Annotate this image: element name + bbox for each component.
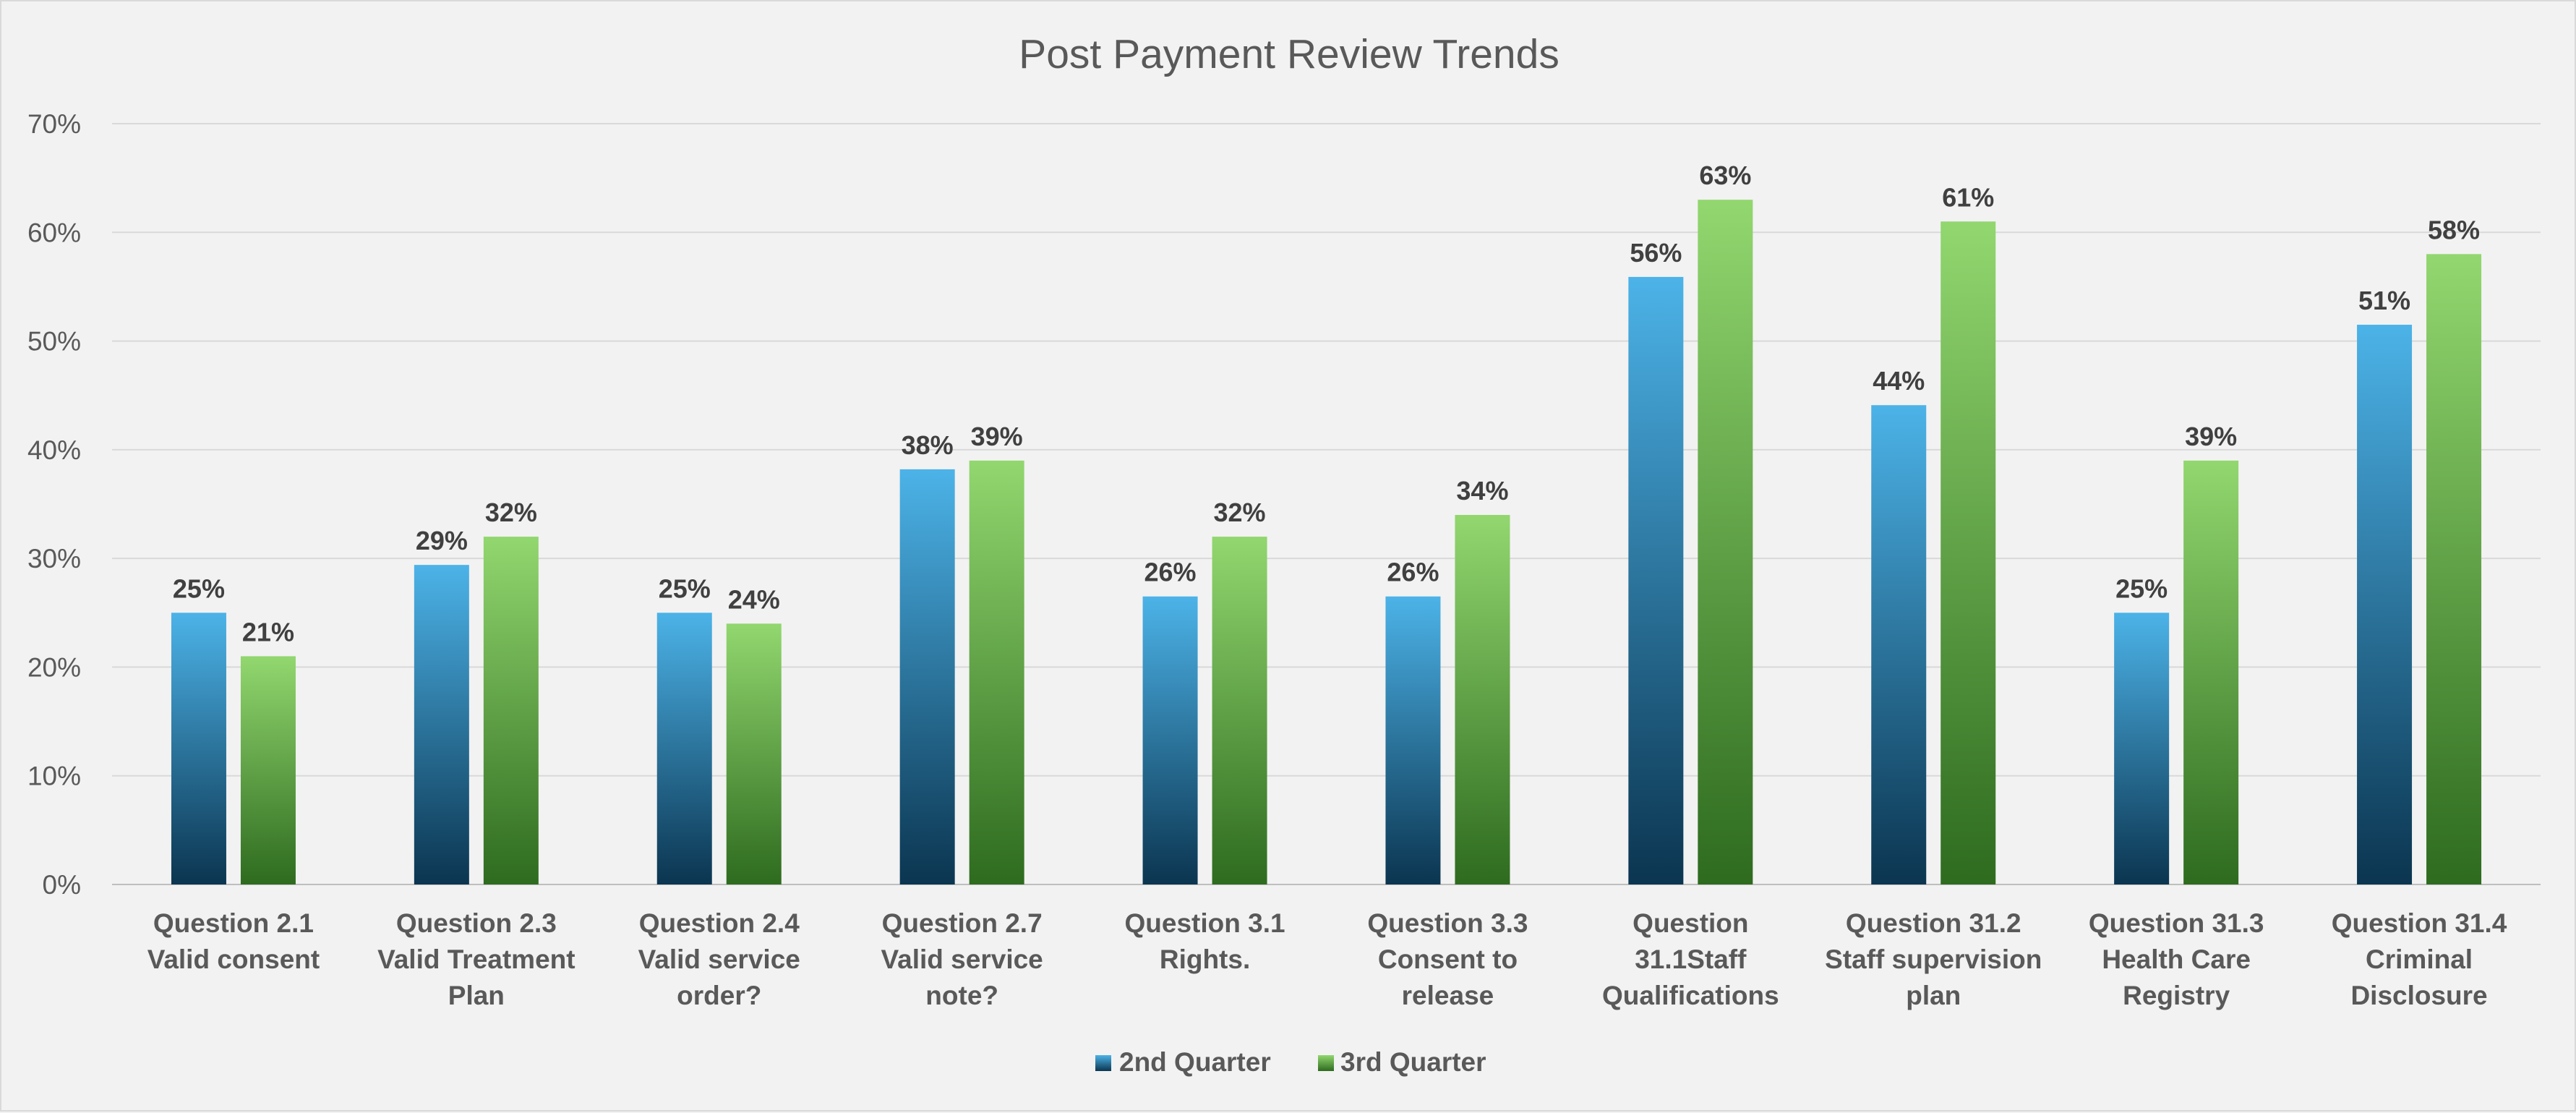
y-tick-label: 10% (27, 762, 81, 791)
bar-q3-8 (1940, 221, 1996, 884)
x-category-label: Question 31.4 Criminal Disclosure (2332, 908, 2507, 1010)
bar-q3-2 (483, 537, 539, 884)
data-label: 24% (728, 584, 780, 614)
x-category-label: Question 31.1Staff Qualifications (1602, 908, 1779, 1010)
bar-q2-5 (1142, 596, 1198, 884)
x-category-label: Question 31.3 Health Care Registry (2089, 908, 2264, 1010)
data-label: 32% (485, 498, 537, 527)
data-label: 38% (902, 430, 954, 460)
data-label: 56% (1630, 238, 1682, 268)
bar-q2-2 (414, 565, 469, 884)
x-axis-categories: Question 2.1 Valid consent Question 2.3 Val… (147, 908, 2507, 1010)
y-tick-label: 40% (27, 435, 81, 465)
bars (171, 200, 2482, 885)
data-label: 39% (971, 422, 1023, 451)
data-label: 21% (242, 617, 294, 647)
data-label: 39% (2185, 422, 2237, 451)
y-tick-label: 50% (27, 327, 81, 357)
data-label: 26% (1144, 558, 1197, 587)
bar-q2-7 (1628, 276, 1684, 885)
x-category-label: Question 2.1 Valid consent (147, 908, 320, 974)
data-label: 51% (2358, 286, 2410, 315)
data-label: 44% (1873, 366, 1925, 396)
y-tick-label: 0% (43, 870, 81, 900)
data-label: 34% (1456, 476, 1508, 506)
legend-label: 2nd Quarter (1119, 1047, 1271, 1077)
bar-q2-8 (1871, 405, 1927, 884)
legend-label: 3rd Quarter (1340, 1047, 1486, 1077)
y-tick-label: 30% (27, 544, 81, 573)
x-category-label: Question 2.4 Valid service order? (638, 908, 800, 1010)
chart-title: Post Payment Review Trends (1019, 31, 1559, 77)
data-label: 32% (1214, 498, 1266, 527)
x-category-label: Question 2.7 Valid service note? (881, 908, 1043, 1010)
bar-q2-6 (1385, 596, 1441, 884)
data-label: 25% (2115, 573, 2168, 603)
bar-q3-10 (2426, 254, 2482, 884)
x-category-label: Question 3.3 Consent to release (1367, 908, 1528, 1010)
data-label: 61% (1942, 182, 1994, 212)
data-labels: 25% 21% 29% 32% 25% 24% 38% 39% 26% 32% 26% 34% 56% 6… (173, 161, 2480, 647)
bar-q2-9 (2114, 613, 2170, 884)
legend-swatch (1095, 1055, 1111, 1071)
legend-swatch (1318, 1055, 1334, 1071)
x-category-label: Question 31.2 Staff supervision plan (1825, 908, 2042, 1010)
bar-q2-1 (171, 613, 226, 884)
bar-q3-7 (1698, 200, 1753, 884)
legend: 2nd Quarter 3rd Quarter (1095, 1047, 1486, 1077)
y-tick-label: 70% (27, 109, 81, 139)
bar-q2-3 (656, 613, 712, 884)
data-label: 25% (173, 573, 225, 603)
gridlines (112, 123, 2541, 885)
data-label: 29% (416, 526, 468, 555)
data-label: 58% (2428, 215, 2480, 244)
bar-q2-4 (899, 469, 955, 884)
x-category-label: Question 2.3 Valid Treatment Plan (377, 908, 575, 1010)
y-axis-ticks: 0% 10% 20% 30% 40% 50% 60% 70% (27, 109, 81, 900)
bar-q3-1 (240, 656, 296, 884)
bar-q2-10 (2357, 325, 2413, 884)
bar-q3-5 (1212, 537, 1267, 884)
bar-q3-6 (1455, 515, 1510, 884)
data-label: 26% (1387, 558, 1439, 587)
x-category-label: Question 3.1 Rights. (1125, 908, 1285, 974)
y-tick-label: 20% (27, 652, 81, 682)
y-tick-label: 60% (27, 218, 81, 247)
data-label: 25% (659, 573, 711, 603)
bar-q3-4 (969, 460, 1024, 884)
bar-q3-9 (2183, 460, 2239, 884)
data-label: 63% (1699, 161, 1751, 190)
bar-q3-3 (726, 623, 782, 884)
